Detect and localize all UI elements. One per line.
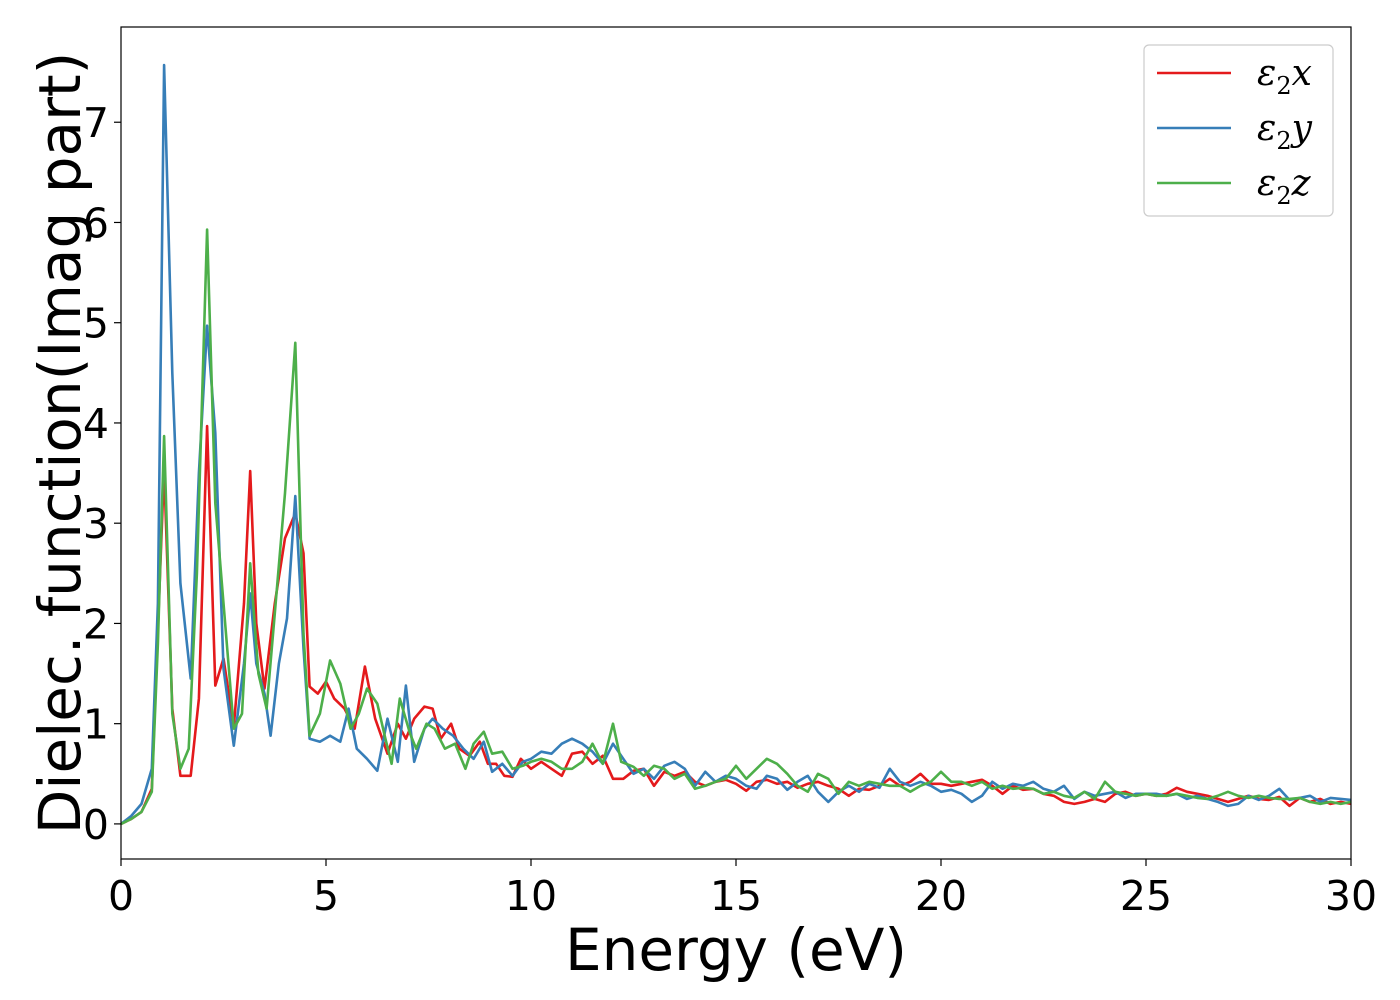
x-tick-label: 20 [915, 872, 967, 920]
y-tick-label: 6 [83, 199, 109, 247]
series-line-z [121, 228, 1351, 826]
x-axis-label: Energy (eV) [565, 916, 907, 984]
x-tick-label: 5 [313, 872, 339, 920]
legend-box [1143, 44, 1334, 217]
x-axis: 0 5 10 15 20 25 30 [108, 859, 1377, 920]
y-tick-label: 4 [83, 400, 109, 448]
x-tick-label: 30 [1325, 872, 1377, 920]
y-tick-label: 7 [83, 99, 109, 147]
series-line-x [121, 424, 1351, 826]
y-tick-label: 3 [83, 500, 109, 548]
y-axis: 0 1 2 3 4 5 6 7 [83, 99, 121, 849]
y-axis-label: Dielec. function(Imag part) [26, 52, 94, 835]
x-tick-label: 15 [710, 872, 762, 920]
y-tick-label: 0 [83, 801, 109, 849]
y-tick-label: 2 [83, 600, 109, 648]
legend-label-z: ε2z [1257, 163, 1312, 210]
x-tick-label: 0 [108, 872, 134, 920]
legend-label-x: ε2x [1257, 53, 1312, 100]
legend: ε2x ε2y ε2z [1143, 44, 1334, 217]
x-tick-label: 25 [1120, 872, 1172, 920]
series-layer [121, 63, 1351, 826]
series-line-y [121, 63, 1351, 825]
x-tick-label: 10 [505, 872, 557, 920]
y-tick-label: 5 [83, 300, 109, 348]
legend-label-y: ε2y [1257, 108, 1313, 155]
y-tick-label: 1 [83, 701, 109, 749]
